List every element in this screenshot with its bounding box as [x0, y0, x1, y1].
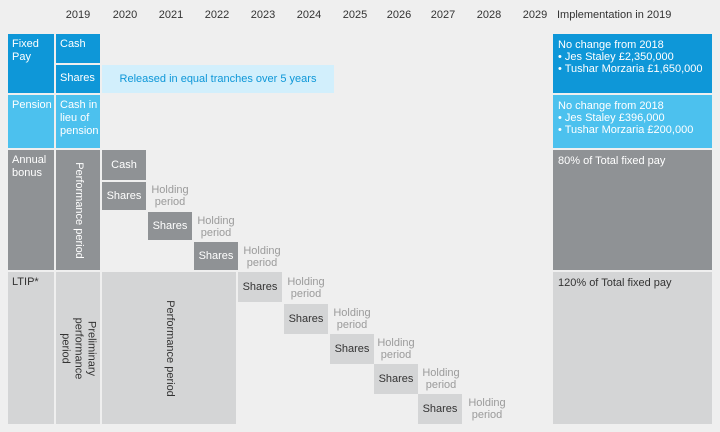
bonus-holding-period: Holding period — [151, 184, 189, 208]
impl-line: • Jes Staley £2,350,000 — [558, 51, 674, 63]
fixed-pay-release-note: Released in equal tranches over 5 years — [102, 65, 334, 93]
bonus-shares-tranche: Shares — [194, 242, 238, 270]
ltip-holding-period: Holding period — [377, 337, 415, 361]
impl-text: 120% of Total fixed pay — [558, 277, 672, 289]
impl-title: No change from 2018 — [558, 39, 664, 51]
ltip-preliminary-period: Preliminary performance period — [56, 272, 100, 424]
ltip-holding-period: Holding period — [333, 307, 371, 331]
fixed-pay-cash: Cash — [56, 34, 100, 63]
year-header: 2025 — [342, 9, 368, 21]
bonus-implementation: 80% of Total fixed pay — [553, 150, 712, 270]
year-header: 2023 — [250, 9, 276, 21]
year-header: 2026 — [386, 9, 412, 21]
year-header: 2022 — [204, 9, 230, 21]
row-label-pension: Pension — [8, 95, 54, 148]
ltip-shares-tranche: Shares — [418, 394, 462, 424]
bonus-shares-tranche: Shares — [102, 182, 146, 210]
fixed-pay-implementation: No change from 2018 • Jes Staley £2,350,… — [553, 34, 712, 93]
impl-text: 80% of Total fixed pay — [558, 155, 666, 167]
ltip-preliminary-label: Preliminary performance period — [59, 317, 98, 379]
ltip-shares-tranche: Shares — [374, 364, 418, 394]
impl-line: • Tushar Morzaria £1,650,000 — [558, 63, 703, 75]
bonus-performance-label: Performance period — [72, 161, 85, 259]
impl-title: No change from 2018 — [558, 100, 664, 112]
ltip-shares-tranche: Shares — [238, 272, 282, 302]
year-header: 2019 — [65, 9, 91, 21]
row-label-ltip: LTIP* — [8, 272, 54, 424]
ltip-holding-period: Holding period — [468, 397, 506, 421]
bonus-holding-period: Holding period — [243, 245, 281, 269]
implementation-header: Implementation in 2019 — [557, 9, 672, 21]
ltip-shares-tranche: Shares — [330, 334, 374, 364]
year-header: 2021 — [158, 9, 184, 21]
year-header: 2020 — [112, 9, 138, 21]
ltip-holding-period: Holding period — [422, 367, 460, 391]
year-header: 2027 — [430, 9, 456, 21]
impl-line: • Jes Staley £396,000 — [558, 112, 665, 124]
pension-implementation: No change from 2018 • Jes Staley £396,00… — [553, 95, 712, 148]
impl-line: • Tushar Morzaria £200,000 — [558, 124, 694, 136]
ltip-performance-label: Performance period — [163, 299, 176, 397]
ltip-shares-tranche: Shares — [284, 304, 328, 334]
bonus-cash: Cash — [102, 150, 146, 180]
year-header: 2024 — [296, 9, 322, 21]
pension-cash-in-lieu: Cash in lieu of pension — [56, 95, 100, 148]
bonus-performance-period: Performance period — [56, 150, 100, 270]
bonus-holding-period: Holding period — [197, 215, 235, 239]
ltip-implementation: 120% of Total fixed pay — [553, 272, 712, 424]
ltip-holding-period: Holding period — [287, 276, 325, 300]
row-label-annual-bonus: Annual bonus — [8, 150, 54, 270]
bonus-shares-tranche: Shares — [148, 212, 192, 240]
row-label-fixed-pay: Fixed Pay — [8, 34, 54, 93]
ltip-performance-period: Performance period — [102, 272, 236, 424]
fixed-pay-shares: Shares — [56, 65, 100, 93]
year-header: 2028 — [476, 9, 502, 21]
year-header: 2029 — [522, 9, 548, 21]
